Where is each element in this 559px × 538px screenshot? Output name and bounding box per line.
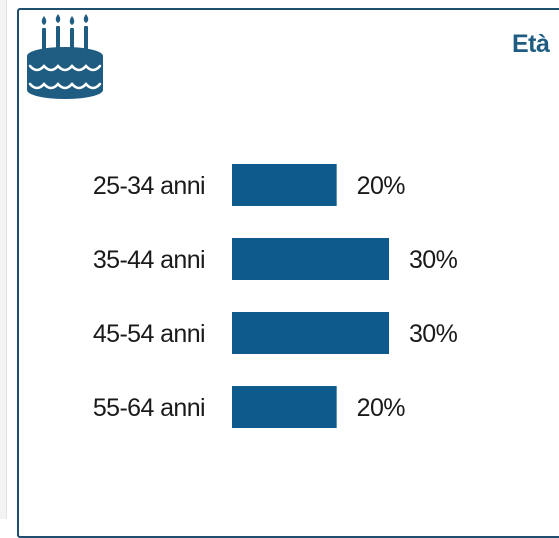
page-left-edge [0, 0, 7, 519]
age-bar-chart: 25-34 anni 20% 35-44 anni 30% 45-54 anni 30% 5… [93, 164, 458, 428]
bar [232, 312, 389, 354]
value-label: 30% [409, 320, 458, 348]
value-label: 20% [357, 394, 406, 422]
category-label: 55-64 anni [93, 394, 205, 422]
bar [232, 164, 337, 206]
bar [232, 238, 389, 280]
birthday-cake-icon [27, 14, 103, 99]
category-label: 35-44 anni [93, 246, 205, 274]
value-label: 20% [357, 172, 406, 200]
category-label: 25-34 anni [93, 172, 205, 200]
bar [232, 386, 337, 428]
value-label: 30% [409, 246, 458, 274]
category-label: 45-54 anni [93, 320, 205, 348]
section-title: Età [512, 30, 550, 58]
